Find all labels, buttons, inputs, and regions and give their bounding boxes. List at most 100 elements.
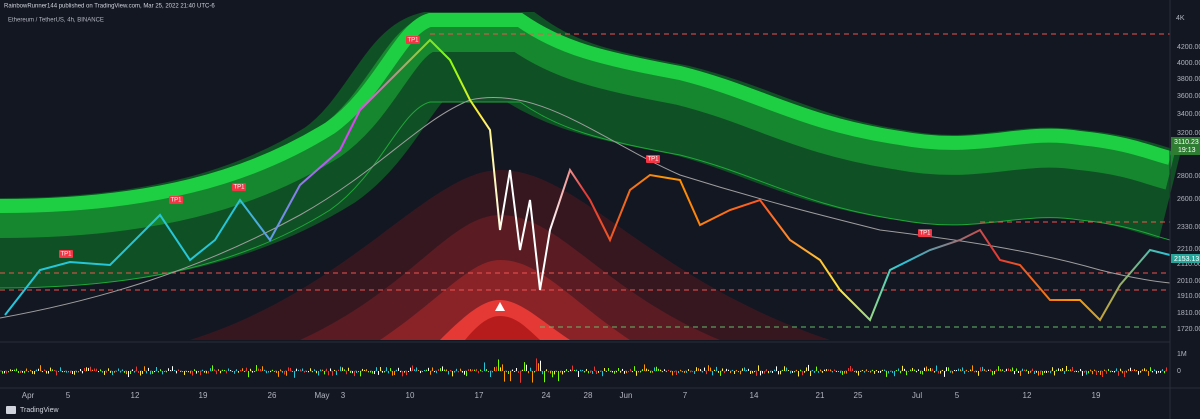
volume-bar (480, 369, 481, 371)
volume-bar (108, 368, 109, 371)
volume-bar (118, 368, 119, 371)
volume-bar (406, 371, 407, 376)
volume-bar (314, 369, 315, 371)
date-label: 12 (131, 391, 140, 400)
volume-bar (640, 371, 641, 373)
volume-bar (124, 371, 125, 373)
volume-bar (792, 371, 793, 373)
price-tag: 3110.23 (1174, 139, 1199, 146)
volume-bar (376, 367, 377, 371)
volume-bar (632, 371, 633, 373)
volume-bar (822, 371, 823, 373)
volume-bar (914, 369, 915, 371)
volume-bar (606, 371, 607, 373)
volume-bar (610, 371, 611, 373)
volume-bar (196, 371, 197, 374)
volume-bar (710, 367, 711, 371)
volume-bar (750, 371, 751, 374)
volume-bar (648, 369, 649, 371)
volume-bar (736, 369, 737, 371)
volume-bar (516, 368, 517, 371)
volume-bar (860, 371, 861, 373)
volume-bar (2, 371, 3, 374)
volume-bar (166, 371, 167, 373)
volume-bar (504, 371, 505, 382)
volume-bar (1024, 369, 1025, 371)
volume-bar (1056, 369, 1057, 371)
volume-bar (762, 371, 763, 374)
date-label: 5 (66, 391, 71, 400)
volume-bar (612, 371, 613, 373)
volume-bar (858, 371, 859, 376)
volume-bar (906, 371, 907, 376)
volume-bar (368, 371, 369, 373)
volume-bar (1030, 371, 1031, 373)
volume-bar (274, 371, 275, 373)
volume-bar (966, 369, 967, 371)
volume-bar (1142, 369, 1143, 371)
volume-bar (14, 369, 15, 371)
volume-bar (148, 367, 149, 371)
volume-bar (342, 367, 343, 371)
volume-bar (528, 371, 529, 374)
volume-bar (1008, 368, 1009, 371)
volume-bar (1118, 371, 1119, 376)
volume-bar (590, 371, 591, 373)
volume-bar (960, 369, 961, 371)
volume-bar (1144, 368, 1145, 371)
volume-bar (778, 371, 779, 375)
volume-bar (664, 369, 665, 371)
volume-bar (922, 371, 923, 375)
volume-bar (810, 371, 811, 377)
volume-bar (878, 371, 879, 373)
volume-bar (526, 364, 527, 371)
volume-bar (488, 371, 489, 373)
volume-bar (312, 371, 313, 373)
volume-bar (104, 371, 105, 375)
volume-bar (980, 367, 981, 371)
volume-bar (506, 371, 507, 373)
volume-bar (706, 371, 707, 375)
date-label: 26 (268, 391, 277, 400)
volume-bar (1128, 369, 1129, 371)
volume-bar (1082, 371, 1083, 376)
volume-bar (130, 371, 131, 374)
volume-bar (1138, 371, 1139, 375)
volume-bar (40, 365, 41, 371)
volume-bar (1034, 371, 1035, 375)
volume-bar (542, 371, 543, 375)
price-label: 2330.00 (1177, 224, 1200, 231)
volume-bar (1156, 371, 1157, 374)
volume-bar (1112, 371, 1113, 373)
volume-bar (952, 371, 953, 374)
volume-bars (2, 358, 1167, 383)
volume-bar (404, 371, 405, 373)
volume-bar (44, 369, 45, 371)
volume-bar (620, 371, 621, 373)
volume-bar (36, 369, 37, 371)
volume-bar (1124, 371, 1125, 378)
signal-badge (169, 196, 183, 204)
volume-bar (782, 369, 783, 371)
volume-bar (638, 371, 639, 373)
volume-bar (994, 371, 995, 375)
volume-bar (168, 368, 169, 371)
volume-bar (532, 371, 533, 383)
volume-bar (898, 368, 899, 371)
volume-bar (62, 371, 63, 373)
volume-bar (934, 371, 935, 373)
volume-bar (568, 371, 569, 373)
volume-bar (676, 371, 677, 376)
volume-bar (1154, 369, 1155, 371)
volume-bar (548, 371, 549, 373)
volume-bar (534, 371, 535, 373)
volume-bar (48, 371, 49, 374)
volume-bar (206, 371, 207, 374)
volume-bar (320, 369, 321, 371)
volume-bar (242, 368, 243, 371)
volume-bar (1012, 367, 1013, 371)
volume-bar (72, 371, 73, 375)
volume-bar (52, 369, 53, 371)
volume-bar (58, 371, 59, 373)
volume-bar (466, 371, 467, 377)
